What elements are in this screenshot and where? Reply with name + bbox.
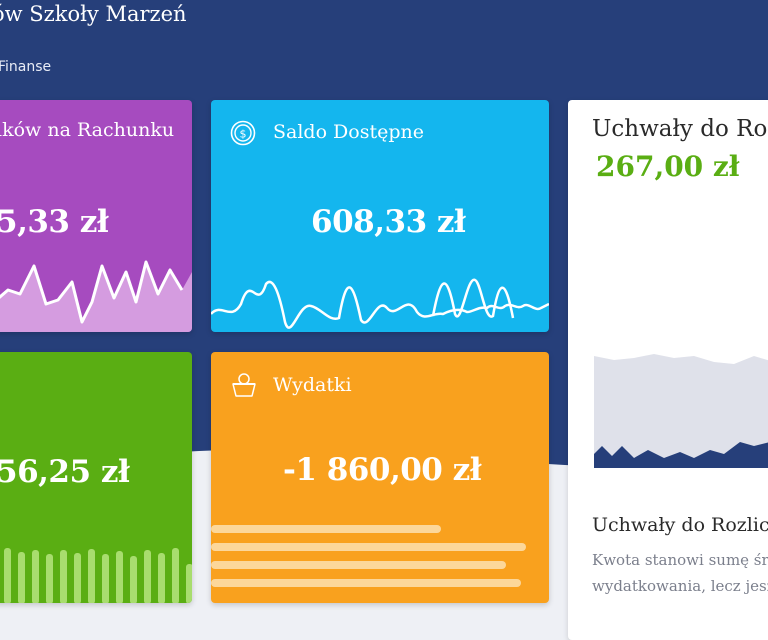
income-card[interactable]: 56,25 zł: [0, 352, 192, 603]
svg-text:$: $: [240, 128, 247, 141]
resolutions-title: Uchwały do Roz: [592, 116, 768, 142]
expenses-bars: [211, 525, 526, 587]
dollar-coin-icon: $: [230, 120, 256, 146]
account-balance-sparkline: [0, 260, 192, 332]
income-bars: [4, 548, 192, 603]
resolutions-area-chart: [594, 354, 768, 468]
basket-icon: [232, 373, 256, 397]
account-balance-value: 5,33 zł: [0, 204, 109, 240]
breadcrumb[interactable]: Finanse: [0, 59, 52, 75]
page-title: ów Szkoły Marzeń: [0, 2, 187, 26]
expenses-value: -1 860,00 zł: [283, 452, 482, 488]
account-balance-label: lków na Rachunku: [0, 119, 175, 141]
available-balance-sparkline: [211, 278, 549, 329]
available-balance-card[interactable]: $ Saldo Dostępne 608,33 zł: [211, 100, 549, 332]
resolutions-description-line1: Kwota stanowi sumę śr: [592, 551, 768, 569]
income-value: 56,25 zł: [0, 454, 130, 490]
account-balance-card[interactable]: lków na Rachunku 5,33 zł: [0, 100, 192, 332]
resolutions-description-line2: wydatkowania, lecz jesz: [592, 577, 768, 595]
expenses-label: Wydatki: [273, 374, 352, 396]
resolutions-card[interactable]: Uchwały do Roz 267,00 zł Uchwały do Rozl…: [568, 100, 768, 640]
resolutions-amount: 267,00 zł: [596, 150, 740, 183]
available-balance-value: 608,33 zł: [311, 204, 466, 240]
available-balance-label: Saldo Dostępne: [273, 121, 425, 143]
expenses-card[interactable]: Wydatki -1 860,00 zł: [211, 352, 549, 603]
resolutions-subtitle: Uchwały do Rozlicz: [592, 514, 768, 536]
